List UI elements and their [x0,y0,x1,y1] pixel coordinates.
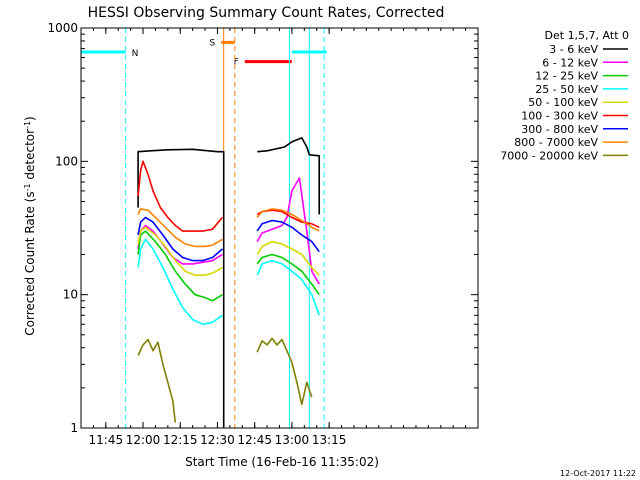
y-axis-label: Corrected Count Rate (s-1 detector-1) [23,116,38,335]
legend-entry-label: 800 - 7000 keV [514,136,598,149]
x-tick-label: 13:15 [312,433,347,447]
flag-s-label: S [209,38,215,48]
y-tick-label: 10 [63,288,78,302]
series-line [137,230,223,302]
y-axis-ticks: 1 10 100 1000 [47,21,478,435]
flag-f-label: F [234,58,239,68]
y-axis-label-main: Corrected Count Rate (s [23,191,37,335]
series-line [256,259,320,316]
y-tick-label: 100 [55,154,78,168]
legend-entry-label: 3 - 6 keV [549,43,598,56]
svg-text:Corrected Count Rate (s-1 dete: Corrected Count Rate (s-1 detector-1) [23,116,38,335]
y-axis-label-mid: detector [23,129,37,184]
x-tick-label: 12:15 [163,433,198,447]
y-tick-label: 1000 [47,21,78,35]
flag-bars: N S F [81,38,327,68]
legend-entry-label: 300 - 800 keV [521,123,598,136]
x-axis-label: Start Time (16-Feb-16 11:35:02) [185,455,379,469]
legend-entry-label: 12 - 25 keV [535,70,598,83]
series-line [256,208,320,232]
series-line [257,137,321,215]
timestamp: 12-Oct-2017 11:22 [560,469,636,478]
series-line [137,238,223,326]
series-line [256,253,320,296]
x-tick-label: 12:00 [126,433,161,447]
series-line [137,208,223,248]
y-axis-label-sup2: -1 [23,121,32,129]
chart-title: HESSI Observing Summary Count Rates, Cor… [88,5,445,21]
series-lines [137,137,321,428]
series-line [137,148,225,428]
series-line [137,216,223,262]
legend-entry-label: 7000 - 20000 keV [500,149,598,162]
series-line [256,177,320,285]
x-tick-label: 12:30 [200,433,235,447]
plot-frame [80,27,479,429]
series-line [256,337,313,406]
series-line [137,338,177,423]
series-line [256,240,320,276]
x-tick-label: 11:45 [89,433,124,447]
x-axis-ticks: 11:45 12:00 12:15 12:30 12:45 13:00 13:15 [80,28,479,447]
y-tick-label: 1 [70,421,78,435]
legend-entry-label: 6 - 12 keV [542,56,598,69]
legend-entry-label: 25 - 50 keV [535,83,598,96]
marker-lines [80,28,325,428]
legend-entry-label: 100 - 300 keV [521,110,598,123]
y-axis-label-sup1: -1 [23,183,32,191]
series-line [256,219,320,253]
y-axis-label-end: ) [23,116,37,121]
legend-header: Det 1,5,7, Att 0 [545,29,629,42]
x-tick-label: 13:00 [275,433,310,447]
flag-n-label: N [132,49,139,59]
x-tick-label: 12:45 [237,433,272,447]
series-line [137,226,223,277]
series-line [137,160,224,232]
legend-entry-label: 50 - 100 keV [528,96,598,109]
